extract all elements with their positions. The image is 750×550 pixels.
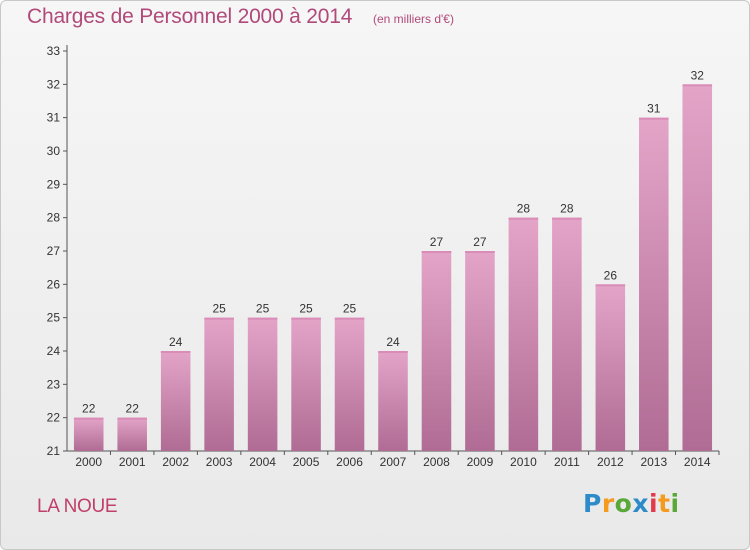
bar-top-edge — [117, 417, 147, 420]
logo-letter: i — [649, 489, 659, 518]
bar — [595, 284, 626, 451]
bar — [160, 351, 191, 451]
x-tick-label: 2004 — [249, 455, 276, 469]
logo-letter: x — [632, 489, 649, 518]
data-label: 25 — [343, 302, 357, 316]
x-tick-label: 2001 — [119, 455, 146, 469]
y-tick-label: 29 — [47, 177, 61, 191]
bar-top-edge — [465, 251, 495, 253]
x-tick-label: 2012 — [597, 455, 624, 469]
bar-top-edge — [682, 84, 713, 87]
bar — [204, 317, 234, 451]
bar — [378, 351, 408, 451]
proxiti-logo[interactable]: Proxiti — [583, 489, 680, 518]
bar-top-edge — [204, 317, 234, 320]
logo-letter: t — [658, 489, 671, 518]
x-tick-label: 2006 — [336, 455, 363, 469]
data-label: 25 — [256, 302, 270, 316]
bar — [247, 317, 278, 451]
data-label: 24 — [386, 335, 400, 349]
x-tick-label: 2010 — [510, 455, 537, 469]
y-tick-label: 32 — [47, 77, 61, 91]
bar — [682, 84, 713, 451]
data-label: 31 — [647, 102, 661, 116]
chart-subtitle: (en milliers d'€) — [373, 12, 454, 26]
x-tick-label: 2014 — [684, 455, 711, 469]
bar — [508, 217, 539, 451]
logo-letter: r — [601, 489, 615, 518]
y-tick-label: 27 — [47, 244, 61, 258]
logo-letter: o — [614, 489, 633, 518]
bar-top-edge — [334, 317, 365, 320]
bar-top-edge — [639, 117, 669, 120]
logo-letter: i — [670, 489, 680, 518]
data-label: 26 — [604, 268, 618, 282]
y-tick-label: 24 — [47, 344, 61, 358]
bar — [117, 417, 147, 451]
bar-top-edge — [160, 351, 191, 353]
bar — [552, 217, 582, 451]
bar — [291, 317, 321, 451]
bar-top-edge — [378, 351, 408, 353]
bars — [73, 84, 713, 452]
bar — [421, 251, 452, 451]
bar — [465, 251, 495, 451]
x-tick-label: 2013 — [640, 455, 667, 469]
data-label: 32 — [691, 68, 705, 82]
bar-top-edge — [291, 317, 321, 320]
bar-top-edge — [247, 317, 278, 320]
bar-top-edge — [552, 217, 582, 220]
bar — [334, 317, 365, 451]
labels: 22 2000 22 2001 24 2002 25 2003 25 2004 25 2005 25 20… — [75, 68, 711, 469]
bar-top-edge — [595, 284, 626, 287]
y-tick-label: 30 — [47, 144, 61, 158]
data-label: 25 — [299, 302, 313, 316]
x-tick-label: 2011 — [554, 455, 580, 469]
bar-top-edge — [508, 217, 539, 220]
y-tick-label: 21 — [47, 444, 61, 458]
y-tick-label: 25 — [47, 311, 61, 325]
data-label: 22 — [82, 402, 96, 416]
y-tick-label: 26 — [47, 277, 61, 291]
data-label: 28 — [517, 202, 531, 216]
data-label: 22 — [126, 402, 140, 416]
y-tick-label: 33 — [47, 44, 61, 58]
x-tick-label: 2005 — [293, 455, 320, 469]
x-tick-label: 2008 — [423, 455, 450, 469]
place-name: LA NOUE — [37, 496, 118, 517]
x-tick-label: 2009 — [467, 455, 494, 469]
bar-top-edge — [421, 251, 452, 253]
bar — [639, 117, 669, 452]
data-label: 27 — [430, 235, 444, 249]
y-tick-label: 23 — [47, 377, 61, 391]
chart-title: Charges de Personnel 2000 à 2014 — [27, 5, 353, 28]
y-tick-label: 28 — [47, 211, 61, 225]
x-tick-label: 2000 — [75, 455, 102, 469]
bar-top-edge — [73, 417, 104, 420]
x-tick-label: 2002 — [162, 455, 189, 469]
y-tick-label: 31 — [47, 111, 61, 125]
x-tick-label: 2007 — [380, 455, 407, 469]
y-tick-label: 22 — [47, 411, 61, 425]
x-tick-label: 2003 — [206, 455, 233, 469]
logo-letter: P — [583, 489, 602, 518]
data-label: 24 — [169, 335, 183, 349]
data-label: 28 — [560, 202, 574, 216]
data-label: 27 — [473, 235, 487, 249]
data-label: 25 — [212, 302, 226, 316]
bar — [73, 417, 104, 451]
